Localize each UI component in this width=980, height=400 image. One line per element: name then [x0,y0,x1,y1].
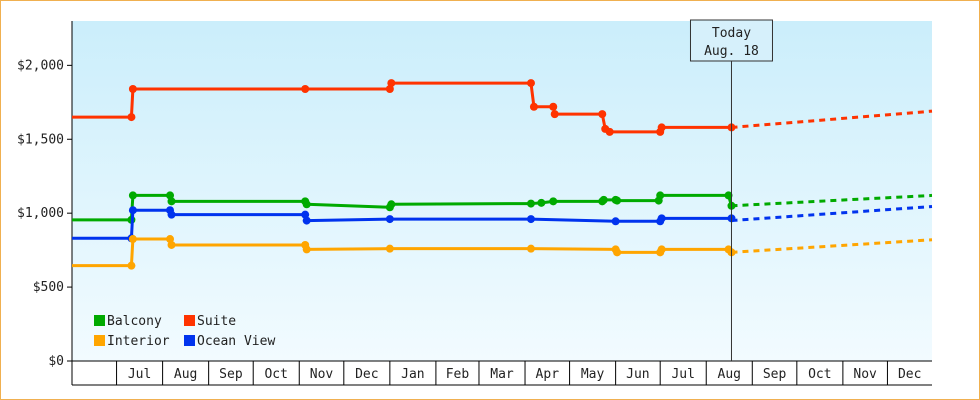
series-lines [72,79,933,270]
y-tick-label: $2,000 [17,58,64,73]
data-point [598,110,607,119]
y-axis: $0 $500 $1,000 $1,500 $2,000 [17,21,73,369]
data-point [167,240,176,249]
forecast-line-interior [731,238,933,254]
legend-swatch-suite [184,315,195,326]
today-marker: Today Aug. 18 [689,19,773,361]
data-point [549,197,558,206]
x-month-label: May [581,367,605,382]
data-point [611,217,620,226]
today-date-label: Aug. 18 [704,44,759,59]
data-point [526,79,535,88]
data-point [724,191,733,200]
data-point [605,127,614,136]
x-month-label: Jan [401,367,424,382]
x-month-label: Oct [264,367,287,382]
data-point [302,216,311,225]
x-month-label: Aug [174,367,197,382]
data-point [529,102,538,111]
x-month-label: Nov [853,367,877,382]
y-tick-label: $1,500 [17,132,64,147]
series-ocean-view [72,205,933,243]
y-tick-label: $1,000 [17,206,64,221]
x-month-label: Jul [128,367,151,382]
series-interior [72,235,933,270]
data-point [387,79,396,88]
x-month-label: Sep [219,367,243,382]
data-point [167,197,176,206]
data-point [657,123,666,132]
series-balcony [72,191,933,224]
x-month-label: Jul [671,367,694,382]
data-point [127,113,136,122]
data-point [656,191,665,200]
data-point [128,206,137,215]
forecast-line-balcony [731,193,933,208]
x-month-label: Aug [718,367,741,382]
forecast-line-ocean-view [731,205,933,223]
data-point [128,235,137,244]
data-point [128,85,137,93]
data-point [549,102,558,111]
data-point [599,195,608,204]
data-point [526,244,535,253]
data-point [657,245,666,254]
data-point [127,261,136,270]
series-suite [72,79,933,136]
legend-swatch-interior [94,335,105,346]
data-point [526,199,535,208]
forecast-line-suite [731,109,933,129]
today-label: Today [712,26,751,41]
data-point [302,245,311,254]
data-point [613,196,622,205]
x-month-label: Mar [490,367,514,382]
x-month-label: Feb [446,367,470,382]
data-point [385,244,394,253]
plot-area [72,21,932,361]
data-point [302,200,311,209]
series-line-suite [72,81,732,134]
x-month-label: Dec [898,367,921,382]
data-point [537,198,546,207]
legend: Balcony Suite Interior Ocean View [94,314,275,349]
legend-label-balcony: Balcony [107,314,162,329]
y-tick-label: $500 [33,280,64,295]
data-point [128,191,137,200]
today-box [689,19,773,62]
data-point [167,210,176,219]
data-point [526,215,535,224]
x-month-label: Apr [536,367,560,382]
legend-label-interior: Interior [107,334,170,349]
data-point [657,214,666,223]
data-point [301,85,310,93]
data-point [385,215,394,224]
legend-label-suite: Suite [197,314,236,329]
x-month-label: Dec [355,367,378,382]
y-tick-label: $0 [48,354,64,369]
data-point [613,248,622,257]
legend-swatch-balcony [94,315,105,326]
legend-swatch-ocean-view [184,335,195,346]
data-point [387,200,396,209]
x-month-label: Oct [808,367,831,382]
legend-label-ocean-view: Ocean View [197,334,275,349]
x-axis: Jul Aug Sep Oct Nov Dec Jan Feb Mar Apr May Jun Jul A… [71,360,932,386]
x-month-label: Sep [763,367,787,382]
data-point [550,110,559,119]
x-month-label: Jun [626,367,649,382]
x-month-label: Nov [310,367,334,382]
